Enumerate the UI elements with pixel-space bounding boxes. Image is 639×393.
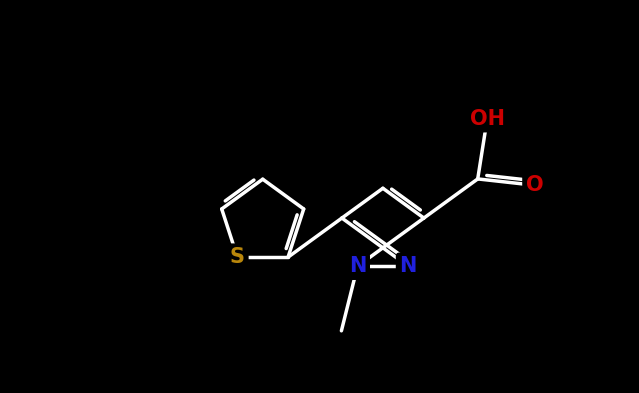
Text: OH: OH [470, 109, 505, 129]
Text: N: N [399, 256, 417, 276]
Text: S: S [230, 247, 245, 267]
Text: N: N [349, 256, 366, 276]
Text: O: O [526, 175, 544, 195]
